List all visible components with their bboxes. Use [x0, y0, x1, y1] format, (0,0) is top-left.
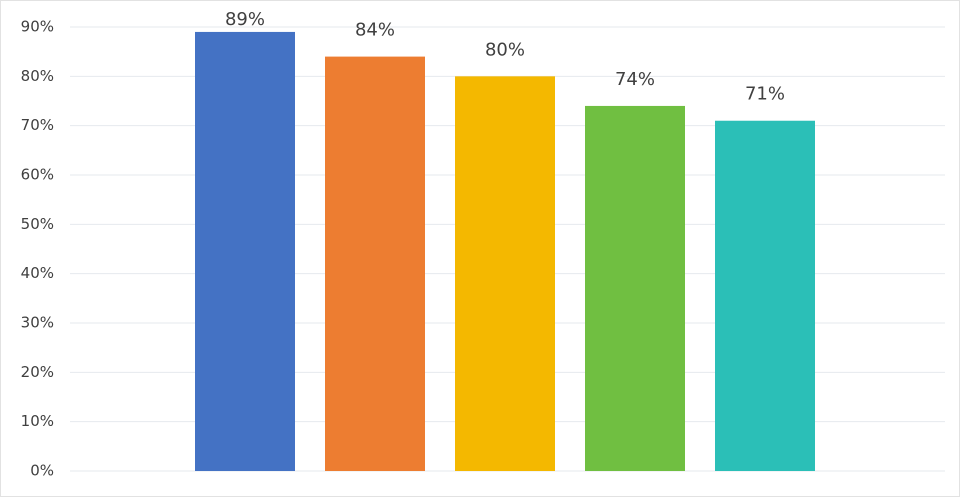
y-tick-label: 10%	[21, 412, 54, 430]
y-tick-label: 30%	[21, 314, 54, 332]
y-tick-label: 50%	[21, 215, 54, 233]
y-tick-label: 60%	[21, 166, 54, 184]
value-label: 74%	[615, 69, 655, 90]
y-tick-label: 80%	[21, 67, 54, 85]
y-tick-label: 20%	[21, 363, 54, 381]
bar	[195, 31, 295, 472]
bar	[585, 105, 685, 471]
value-label: 84%	[355, 20, 395, 41]
y-tick-label: 0%	[30, 462, 54, 480]
bar	[325, 56, 425, 471]
bar	[455, 76, 555, 471]
y-tick-label: 70%	[21, 116, 54, 134]
y-tick-label: 40%	[21, 264, 54, 282]
bar	[715, 120, 815, 471]
y-tick-label: 90%	[21, 18, 54, 36]
value-label: 89%	[225, 9, 265, 30]
value-label: 71%	[745, 84, 785, 105]
value-label: 80%	[485, 39, 525, 60]
